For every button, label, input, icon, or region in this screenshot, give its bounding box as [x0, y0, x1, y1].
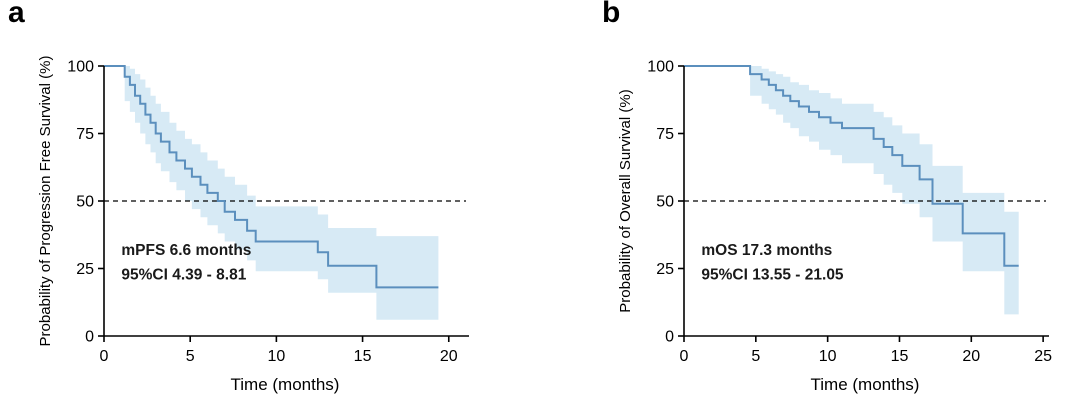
panel-a: a 0 5 10 15 20 0 25 50 75 100 Time (months) Probabi…: [8, 0, 474, 406]
x-tick-label: 0: [100, 348, 109, 365]
y-tick-label: 0: [665, 329, 674, 346]
y-axis-label: Probability of Progression Free Survival…: [37, 56, 54, 347]
y-tick-label: 50: [76, 194, 94, 211]
x-axis-label: Time (months): [811, 375, 920, 394]
x-tick-label: 15: [891, 348, 909, 365]
y-axis-label: Probability of Overall Survival (%): [617, 89, 634, 312]
pfs-chart-container: 0 5 10 15 20 0 25 50 75 100 Time (months) Probabili…: [34, 6, 474, 406]
km-curve: [684, 65, 1019, 267]
x-tick-label: 0: [680, 348, 689, 365]
annotation-ci: 95%CI 13.55 - 21.05: [701, 266, 844, 283]
y-tick-label: 0: [85, 329, 94, 346]
y-tick-label: 75: [656, 126, 674, 143]
panel-b: b 0 5 10 15 20 25 0 25 50 75 100 Time (months) Proba…: [540, 0, 1080, 409]
x-tick-label: 20: [440, 348, 458, 365]
x-tick-label: 20: [962, 348, 980, 365]
panel-label-a: a: [8, 0, 25, 29]
os-chart-container: 0 5 10 15 20 25 0 25 50 75 100 Time (months) Probabi…: [614, 6, 1054, 406]
annotation-ci: 95%CI 4.39 - 8.81: [121, 266, 246, 283]
y-tick-label: 50: [656, 194, 674, 211]
x-axis-label: Time (months): [231, 375, 340, 394]
x-tick-label: 10: [819, 348, 837, 365]
y-tick-label: 25: [656, 261, 674, 278]
x-tick-label: 5: [186, 348, 195, 365]
y-tick-label: 75: [76, 126, 94, 143]
x-tick-label: 25: [1034, 348, 1052, 365]
panel-label-b: b: [602, 0, 621, 29]
y-tick-label: 100: [67, 59, 94, 76]
km-chart-a: 0 5 10 15 20 0 25 50 75 100 Time (months) Probabili…: [37, 56, 469, 394]
x-tick-label: 5: [751, 348, 760, 365]
y-tick-label: 25: [76, 261, 94, 278]
x-tick-label: 15: [354, 348, 372, 365]
y-tick-label: 100: [647, 59, 674, 76]
confidence-band: [684, 66, 1019, 315]
annotation-median: mPFS 6.6 months: [121, 242, 251, 259]
km-chart-b: 0 5 10 15 20 25 0 25 50 75 100 Time (months) Probabi…: [617, 59, 1052, 395]
confidence-band: [104, 66, 439, 320]
x-tick-label: 10: [267, 348, 285, 365]
annotation-median: mOS 17.3 months: [701, 242, 832, 259]
km-curve: [104, 65, 439, 289]
